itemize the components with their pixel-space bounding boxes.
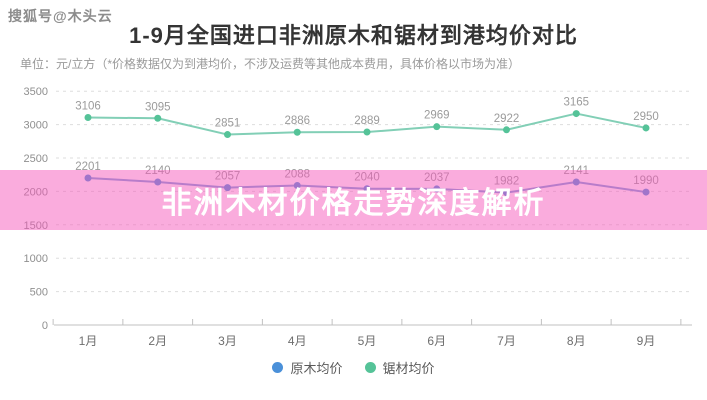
data-label-锯材均价: 2969 <box>424 110 450 122</box>
y-axis-label: 500 <box>30 287 48 299</box>
data-point-锯材均价 <box>84 114 92 122</box>
data-point-锯材均价 <box>293 128 301 136</box>
chart-title: 1-9月全国进口非洲原木和锯材到港均价对比 <box>129 23 578 48</box>
legend-item-原木均价[interactable]: 原木均价 <box>272 358 343 377</box>
data-point-锯材均价 <box>154 114 162 122</box>
banner-overlay: 非洲木材价格走势深度解析 <box>0 170 707 230</box>
legend-dot-icon <box>272 362 284 373</box>
data-label-锯材均价: 3106 <box>75 101 101 113</box>
y-axis-label: 1000 <box>24 253 48 265</box>
y-axis-label: 3000 <box>24 120 48 132</box>
y-axis-label: 3500 <box>24 86 48 98</box>
data-point-锯材均价 <box>433 123 441 131</box>
legend-dot-icon <box>364 362 376 373</box>
data-point-锯材均价 <box>503 126 510 134</box>
x-axis-label: 7月 <box>497 334 516 348</box>
data-label-锯材均价: 2922 <box>494 113 520 125</box>
x-axis-label: 1月 <box>79 334 98 348</box>
y-axis-label: 0 <box>42 320 48 332</box>
legend-item-锯材均价[interactable]: 锯材均价 <box>364 358 435 377</box>
data-label-锯材均价: 2889 <box>354 115 380 127</box>
x-axis-label: 2月 <box>148 334 167 348</box>
data-label-锯材均价: 2886 <box>284 115 310 127</box>
legend-label: 原木均价 <box>290 361 343 376</box>
data-point-锯材均价 <box>363 128 371 136</box>
data-point-锯材均价 <box>224 131 231 139</box>
x-axis-label: 3月 <box>218 334 237 348</box>
x-axis-label: 8月 <box>567 334 586 348</box>
legend-label: 锯材均价 <box>382 361 435 376</box>
data-label-锯材均价: 2950 <box>633 111 659 123</box>
banner-headline: 非洲木材价格走势深度解析 <box>161 187 546 220</box>
data-label-锯材均价: 2851 <box>215 118 241 130</box>
x-axis-label: 6月 <box>427 334 446 348</box>
chart-legend: 原木均价 锯材均价 <box>0 358 707 377</box>
x-axis-label: 9月 <box>637 334 656 348</box>
x-axis-label: 4月 <box>288 334 307 348</box>
watermark-sohu-account: 搜狐号@木头云 <box>8 8 113 24</box>
x-axis-label: 5月 <box>358 334 377 348</box>
chart-subtitle: 单位：元/立方（*价格数据仅为到港均价，不涉及运费等其他成本费用，具体价格以市场… <box>20 57 521 71</box>
data-label-原木均价: 2201 <box>75 161 101 173</box>
data-point-锯材均价 <box>572 110 580 118</box>
y-axis-label: 2500 <box>24 153 48 165</box>
data-point-锯材均价 <box>642 124 650 132</box>
data-label-锯材均价: 3165 <box>563 97 589 109</box>
data-label-锯材均价: 3095 <box>145 101 171 113</box>
